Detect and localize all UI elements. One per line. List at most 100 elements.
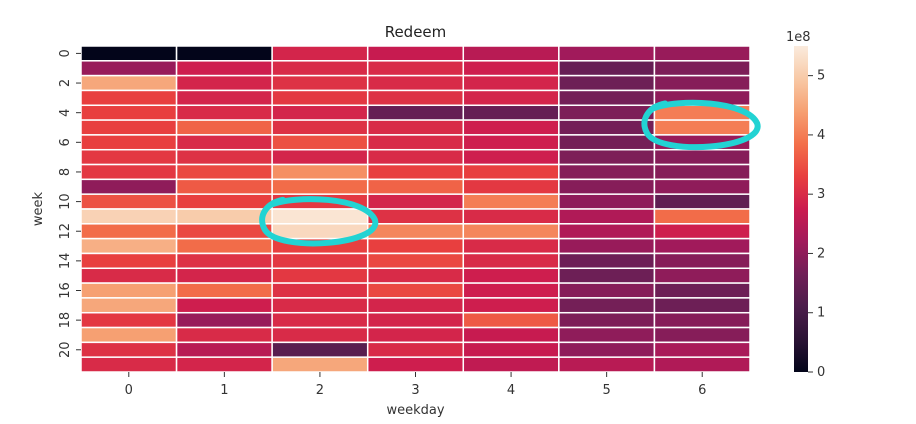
heatmap-cell — [462, 237, 560, 255]
heatmap-cell — [653, 163, 751, 181]
heatmap-cell — [80, 119, 178, 136]
heatmap-cell — [653, 45, 751, 62]
heatmap-cell — [175, 193, 273, 210]
heatmap-cell — [366, 148, 465, 166]
heatmap-cell — [462, 74, 560, 92]
x-tick-label: 1 — [220, 383, 228, 398]
x-tick-label: 0 — [125, 383, 133, 398]
heatmap-cell — [653, 74, 751, 92]
heatmap-cell — [462, 341, 560, 358]
x-tick-label: 2 — [316, 383, 324, 398]
heatmap-cell — [271, 45, 369, 62]
heatmap-cell — [653, 341, 751, 358]
heatmap-cell — [175, 89, 273, 107]
heatmap-cell — [175, 104, 273, 121]
x-axis-ticks: 0 1 2 3 4 5 6 — [125, 372, 706, 398]
heatmap-cell — [80, 193, 178, 210]
heatmap-cell — [462, 104, 560, 121]
colorbar-offset-label: 1e8 — [786, 30, 811, 45]
heatmap-cell — [271, 134, 369, 151]
y-axis-label: week — [31, 191, 46, 226]
heatmap-cell — [175, 223, 273, 240]
y-tick-label: 4 — [58, 109, 73, 117]
heatmap-cell — [653, 223, 751, 240]
heatmap-cell — [271, 356, 369, 373]
heatmap-cell — [175, 252, 273, 270]
heatmap-cell — [558, 45, 656, 62]
chart-title: Redeem — [385, 23, 447, 41]
heatmap-cell — [175, 45, 273, 62]
heatmap-cell — [558, 89, 656, 107]
heatmap-cell — [80, 60, 178, 77]
heatmap-cell — [653, 178, 751, 195]
x-tick-label: 4 — [507, 383, 515, 398]
heatmap-cell — [80, 267, 178, 284]
heatmap-cell — [271, 208, 369, 225]
heatmap-cell — [558, 237, 656, 255]
heatmap-cell — [175, 356, 273, 373]
heatmap-cell — [271, 178, 369, 195]
heatmap-cell — [366, 208, 465, 225]
heatmap-cell — [558, 60, 656, 77]
heatmap-cell — [366, 45, 465, 62]
y-tick-label: 0 — [58, 49, 73, 57]
heatmap-cell — [558, 297, 656, 314]
heatmap-cell — [366, 237, 465, 255]
heatmap-cell — [558, 148, 656, 166]
heatmap-cell — [558, 208, 656, 225]
heatmap-cell — [366, 89, 465, 107]
heatmap-cell — [271, 89, 369, 107]
heatmap-cell — [366, 74, 465, 92]
heatmap-cell — [558, 223, 656, 240]
colorbar-tick-label: 4 — [817, 128, 825, 143]
heatmap-cell — [366, 178, 465, 195]
colorbar-tick-label: 1 — [817, 306, 825, 321]
heatmap-cells — [80, 45, 751, 373]
heatmap-cell — [80, 252, 178, 270]
y-tick-label: 20 — [58, 341, 73, 358]
heatmap-cell — [462, 119, 560, 136]
heatmap-cell — [271, 326, 369, 344]
heatmap-cell — [366, 252, 465, 270]
heatmap-cell — [653, 356, 751, 373]
heatmap-cell — [462, 193, 560, 210]
heatmap-cell — [462, 45, 560, 62]
heatmap-cell — [175, 60, 273, 77]
y-tick-label: 8 — [58, 168, 73, 176]
colorbar-tick-label: 0 — [817, 365, 825, 380]
heatmap-cell — [80, 326, 178, 344]
y-axis-ticks: 0 2 4 6 8 10 12 14 16 18 20 — [58, 49, 81, 358]
heatmap-cell — [80, 341, 178, 358]
heatmap-cell — [175, 178, 273, 195]
y-tick-label: 6 — [58, 138, 73, 146]
colorbar-tick-label: 2 — [817, 246, 825, 261]
heatmap-cell — [80, 134, 178, 151]
heatmap-cell — [271, 341, 369, 358]
heatmap-cell — [175, 267, 273, 284]
heatmap-cell — [366, 297, 465, 314]
heatmap-cell — [80, 311, 178, 329]
heatmap-cell — [462, 267, 560, 284]
heatmap-cell — [366, 267, 465, 284]
heatmap-cell — [653, 297, 751, 314]
y-tick-label: 18 — [58, 312, 73, 329]
heatmap-cell — [653, 193, 751, 210]
heatmap-cell — [462, 282, 560, 299]
heatmap-cell — [271, 252, 369, 270]
heatmap-cell — [558, 326, 656, 344]
heatmap-cell — [462, 163, 560, 181]
heatmap-cell — [366, 193, 465, 210]
heatmap-cell — [558, 267, 656, 284]
heatmap-cell — [366, 119, 465, 136]
heatmap-cell — [653, 148, 751, 166]
heatmap-cell — [653, 311, 751, 329]
heatmap-cell — [175, 134, 273, 151]
heatmap-cell — [80, 208, 178, 225]
heatmap-cell — [271, 148, 369, 166]
colorbar-ticks: 0 1 2 3 4 5 — [808, 69, 825, 380]
heatmap-cell — [80, 148, 178, 166]
heatmap-cell — [558, 356, 656, 373]
heatmap-cell — [175, 282, 273, 299]
heatmap-cell — [653, 282, 751, 299]
heatmap-cell — [462, 297, 560, 314]
